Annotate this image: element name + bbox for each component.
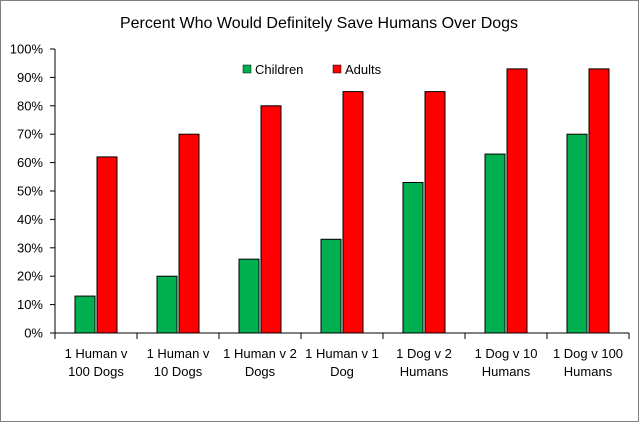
x-tick-label-line: Dogs bbox=[245, 364, 276, 379]
x-tick-label: 1 Dog v 2 Humans bbox=[396, 346, 452, 379]
y-tick-label: 0% bbox=[24, 326, 43, 341]
bar-children bbox=[238, 258, 260, 334]
x-tick-label: 1 Human v 100 Dogs bbox=[65, 346, 128, 379]
x-tick-label-line: Humans bbox=[400, 364, 449, 379]
y-tick-label: 60% bbox=[17, 155, 43, 170]
y-tick-label: 100% bbox=[10, 42, 44, 57]
y-tick-label: 80% bbox=[17, 98, 43, 113]
y-tick-label: 70% bbox=[17, 127, 43, 142]
x-tick-label-line: Dog bbox=[330, 364, 354, 379]
x-tick-label: 1 Dog v 100 Humans bbox=[553, 346, 623, 379]
bar-children bbox=[484, 153, 506, 334]
x-tick-label: 1 Human v 2 Dogs bbox=[223, 346, 297, 379]
y-tick-label: 20% bbox=[17, 269, 43, 284]
bar-adults bbox=[342, 91, 364, 334]
bar-adults bbox=[260, 105, 282, 334]
legend-swatch-adults bbox=[332, 64, 342, 74]
y-tick-label: 50% bbox=[17, 184, 43, 199]
bar-children bbox=[74, 295, 96, 334]
x-tick-label-line: 10 Dogs bbox=[154, 364, 203, 379]
y-tick-label: 90% bbox=[17, 70, 43, 85]
bar-adults bbox=[424, 91, 446, 334]
bar-children bbox=[566, 133, 588, 334]
bar-children bbox=[320, 238, 342, 334]
legend-swatch-children bbox=[242, 64, 252, 74]
x-tick-label-line: 1 Human v 2 bbox=[223, 346, 297, 361]
x-tick-label-line: 1 Dog v 10 bbox=[475, 346, 538, 361]
legend-label-children: Children bbox=[255, 62, 303, 77]
x-tick-label-line: Humans bbox=[482, 364, 531, 379]
x-tick-label-line: 1 Human v bbox=[147, 346, 210, 361]
x-tick-label-line: 1 Dog v 100 bbox=[553, 346, 623, 361]
x-tick-label: 1 Human v 1 Dog bbox=[305, 346, 379, 379]
bar-adults bbox=[506, 68, 528, 334]
bar-adults bbox=[178, 133, 200, 334]
bar-children bbox=[156, 275, 178, 334]
y-tick-label: 30% bbox=[17, 240, 43, 255]
x-tick-label-line: 1 Human v 1 bbox=[305, 346, 379, 361]
legend-label-adults: Adults bbox=[345, 62, 382, 77]
x-tick-label-line: Humans bbox=[564, 364, 613, 379]
x-tick-label: 1 Dog v 10 Humans bbox=[475, 346, 538, 379]
bar-children bbox=[402, 181, 424, 334]
bars bbox=[74, 68, 610, 334]
x-tick-label: 1 Human v 10 Dogs bbox=[147, 346, 210, 379]
x-tick-label-line: 1 Human v bbox=[65, 346, 128, 361]
bar-adults bbox=[96, 156, 118, 334]
x-tick-label-line: 100 Dogs bbox=[68, 364, 124, 379]
x-tick-label-line: 1 Dog v 2 bbox=[396, 346, 452, 361]
legend: Children Adults bbox=[242, 62, 382, 77]
y-tick-label: 10% bbox=[17, 297, 43, 312]
y-axis: 0% 10% 20% 30% 40% 50% 60% 70% 80% 90% 100% bbox=[10, 42, 56, 341]
bar-adults bbox=[588, 68, 610, 334]
y-tick-label: 40% bbox=[17, 212, 43, 227]
chart-title: Percent Who Would Definitely Save Humans… bbox=[120, 15, 518, 32]
